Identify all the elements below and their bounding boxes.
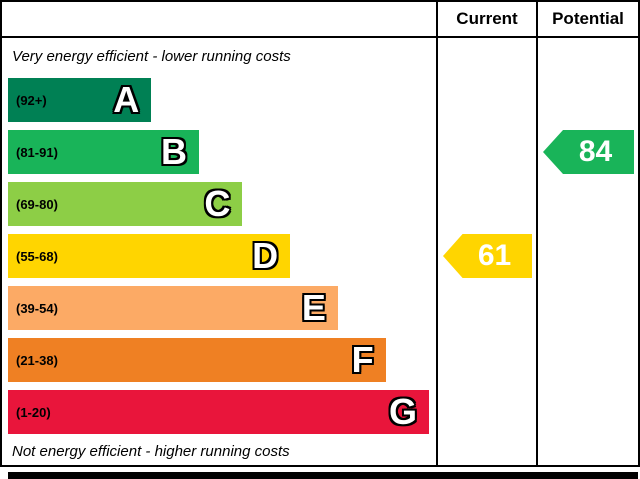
band-letter: F <box>351 339 374 380</box>
band-bar-a: (92+) A <box>8 78 152 122</box>
top-scale-label: Very energy efficient - lower running co… <box>12 47 291 65</box>
current-column: 61 <box>436 38 536 465</box>
header-spacer <box>2 2 436 38</box>
band-range-label: (92+) <box>16 92 47 108</box>
band-letter: D <box>252 235 279 276</box>
band-bar-g: (1-20) G <box>8 390 429 434</box>
band-range-label: (1-20) <box>16 404 51 420</box>
band-row-c: (69-80) C <box>2 178 436 230</box>
next-section-top-edge <box>8 472 638 479</box>
band-letter: G <box>388 391 417 432</box>
potential-rating-value: 84 <box>578 135 613 168</box>
band-row-d: (55-68) D <box>2 230 436 282</box>
band-range-label: (55-68) <box>16 248 58 264</box>
potential-column: 84 <box>536 38 638 465</box>
band-range-label: (81-91) <box>16 144 58 160</box>
band-range-label: (39-54) <box>16 300 58 316</box>
band-bar-e: (39-54) E <box>8 286 338 330</box>
band-bar-c: (69-80) C <box>8 182 243 226</box>
header-potential: Potential <box>536 2 638 38</box>
current-rating-arrow: 61 <box>443 234 532 278</box>
band-letter: B <box>160 131 187 172</box>
band-letter: A <box>113 79 140 120</box>
band-row-g: (1-20) G <box>2 386 436 438</box>
band-range-label: (69-80) <box>16 196 58 212</box>
band-bar-b: (81-91) B <box>8 130 199 174</box>
band-row-b: (81-91) B <box>2 126 436 178</box>
band-letter: E <box>301 287 326 328</box>
current-rating-value: 61 <box>477 239 512 272</box>
band-bar-f: (21-38) F <box>8 338 386 382</box>
bottom-scale-label: Not energy efficient - higher running co… <box>12 443 290 460</box>
band-range-label: (21-38) <box>16 352 58 368</box>
band-rows: (92+) A (81-91) B (69-80) C (55-68) D (39-54) E (2… <box>2 74 436 438</box>
band-row-f: (21-38) F <box>2 334 436 386</box>
potential-rating-arrow: 84 <box>543 130 634 174</box>
header-current: Current <box>436 2 536 38</box>
band-row-a: (92+) A <box>2 74 436 126</box>
chart-body: Very energy efficient - lower running co… <box>2 38 436 465</box>
band-letter: C <box>204 183 231 224</box>
band-bar-d: (55-68) D <box>8 234 291 278</box>
band-row-e: (39-54) E <box>2 282 436 334</box>
epc-table: Current Potential Very energy efficient … <box>0 0 640 467</box>
